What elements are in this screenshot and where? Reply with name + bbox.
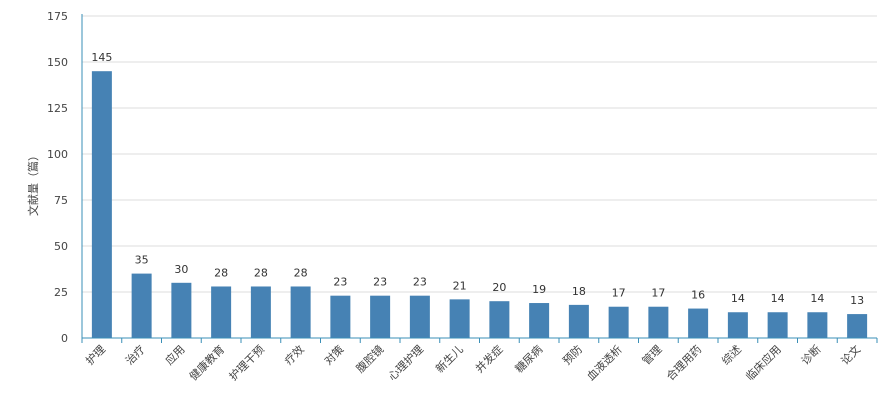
data-label: 13 xyxy=(850,294,864,307)
data-label: 35 xyxy=(135,254,149,267)
data-label: 17 xyxy=(612,287,626,300)
y-tick-label: 150 xyxy=(47,56,68,69)
category-label: 腹腔镜 xyxy=(353,342,386,375)
bar xyxy=(807,312,828,338)
bar xyxy=(250,286,271,338)
category-label: 管理 xyxy=(639,342,664,367)
category-label: 论文 xyxy=(838,342,863,367)
bars xyxy=(91,71,868,338)
category-label: 心理护理 xyxy=(385,342,426,383)
bar xyxy=(648,306,669,338)
data-label: 20 xyxy=(492,281,506,294)
bar xyxy=(847,314,868,338)
bar xyxy=(529,303,550,338)
bar xyxy=(568,304,589,338)
bar xyxy=(171,282,192,338)
bar xyxy=(330,295,351,338)
data-label: 23 xyxy=(333,276,347,289)
bar xyxy=(608,306,629,338)
category-label: 诊断 xyxy=(798,342,823,367)
bar xyxy=(449,299,470,338)
data-label: 30 xyxy=(174,263,188,276)
category-label: 护理干预 xyxy=(226,342,267,383)
y-tick-label: 100 xyxy=(47,148,68,161)
bar xyxy=(688,308,709,338)
category-label: 合理用药 xyxy=(663,342,704,383)
y-tick-label: 25 xyxy=(54,286,68,299)
bar xyxy=(211,286,232,338)
category-label: 疗效 xyxy=(281,342,306,367)
data-label: 28 xyxy=(214,266,228,279)
data-label: 18 xyxy=(572,285,586,298)
bar xyxy=(489,301,510,338)
category-label: 综述 xyxy=(719,342,744,367)
y-tick-label: 175 xyxy=(47,10,68,23)
category-label: 护理 xyxy=(83,342,108,367)
category-label: 并发症 xyxy=(472,342,505,375)
bar xyxy=(131,273,152,338)
bar xyxy=(91,71,112,338)
data-label: 14 xyxy=(731,292,745,305)
category-label: 血液透析 xyxy=(584,342,625,383)
bar xyxy=(767,312,788,338)
category-label: 健康教育 xyxy=(186,342,227,383)
bar xyxy=(727,312,748,338)
y-tick-label: 0 xyxy=(61,332,68,345)
y-axis-title: 文献量（篇） xyxy=(26,150,40,216)
axes xyxy=(81,14,878,343)
category-label: 临床应用 xyxy=(743,342,784,383)
data-label: 23 xyxy=(413,276,427,289)
data-label: 23 xyxy=(373,276,387,289)
category-label: 应用 xyxy=(162,342,187,367)
category-label: 糖尿病 xyxy=(512,342,545,375)
gridlines xyxy=(82,15,877,293)
category-label: 治疗 xyxy=(122,342,147,367)
y-tick-label: 50 xyxy=(54,240,68,253)
category-label: 对策 xyxy=(321,342,346,367)
data-label: 17 xyxy=(651,287,665,300)
category-label: 新生儿 xyxy=(433,342,466,375)
data-label: 145 xyxy=(91,51,112,64)
bar xyxy=(290,286,311,338)
data-label: 21 xyxy=(453,279,467,292)
data-label: 14 xyxy=(771,292,785,305)
bar xyxy=(370,295,391,338)
data-label: 28 xyxy=(294,266,308,279)
category-label: 预防 xyxy=(560,342,585,367)
data-label: 14 xyxy=(810,292,824,305)
data-label: 16 xyxy=(691,289,705,302)
y-tick-label: 125 xyxy=(47,102,68,115)
data-label: 28 xyxy=(254,266,268,279)
bar xyxy=(409,295,430,338)
data-label: 19 xyxy=(532,283,546,296)
y-tick-label: 75 xyxy=(54,194,68,207)
